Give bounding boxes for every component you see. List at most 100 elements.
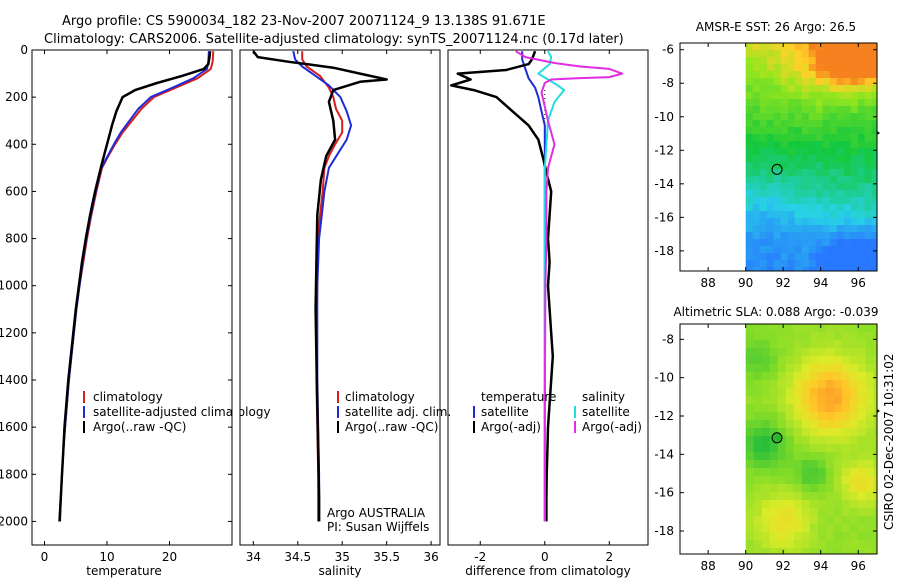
- map-cell: [753, 412, 763, 421]
- map-cell: [841, 444, 851, 453]
- map-cell: [801, 364, 811, 373]
- map-cell: [785, 460, 795, 469]
- map-cell: [817, 452, 827, 461]
- map-cell: [761, 452, 771, 461]
- map-cell: [752, 64, 761, 72]
- map-cell: [752, 85, 761, 93]
- map-cell: [843, 183, 852, 191]
- map-cell: [745, 155, 754, 163]
- map-cell: [773, 169, 782, 177]
- map-cell: [759, 141, 768, 149]
- map-cell: [745, 476, 755, 485]
- map-cell: [759, 78, 768, 86]
- map-cell: [817, 444, 827, 453]
- map-cell: [817, 508, 827, 517]
- map-cell: [801, 85, 810, 93]
- series-line-climatology: [59, 51, 215, 522]
- map-cell: [769, 324, 779, 333]
- map-cell: [825, 436, 835, 445]
- map-cell: [850, 211, 859, 219]
- map-cell: [794, 232, 803, 240]
- map-cell: [849, 484, 859, 493]
- map-cell: [752, 204, 761, 212]
- map-cell: [822, 134, 831, 142]
- map-cell: [766, 162, 775, 170]
- map-cell: [759, 127, 768, 135]
- map-cell: [759, 92, 768, 100]
- series-line-temperature-argo-adj-: [449, 50, 555, 522]
- map-cell: [829, 253, 838, 261]
- map-cell: [815, 162, 824, 170]
- map-cell: [801, 436, 811, 445]
- map-cell: [833, 444, 843, 453]
- map-cell: [871, 232, 878, 240]
- map-cell: [801, 232, 810, 240]
- map-cell: [817, 468, 827, 477]
- map-cell: [857, 404, 867, 413]
- map-cell: [745, 267, 754, 272]
- map-cell: [815, 99, 824, 107]
- map-cell: [773, 57, 782, 65]
- map-cell: [843, 162, 852, 170]
- map-cell: [745, 332, 755, 341]
- map-cell: [833, 356, 843, 365]
- difference-legend: temperature satellite Argo(-adj) salinit…: [473, 390, 642, 434]
- map-cell: [759, 197, 768, 205]
- map-cell: [761, 444, 771, 453]
- map-cell: [809, 524, 819, 533]
- map-cell: [793, 516, 803, 525]
- map-cell: [794, 253, 803, 261]
- map-cell: [850, 162, 859, 170]
- map-cell: [759, 134, 768, 142]
- map-cell: [773, 225, 782, 233]
- map-cell: [865, 388, 875, 397]
- map-cell: [808, 155, 817, 163]
- map-cell: [836, 106, 845, 114]
- map-cell: [822, 239, 831, 247]
- map-cell: [825, 396, 835, 405]
- map-cell: [787, 99, 796, 107]
- map-cell: [841, 516, 851, 525]
- map-cell: [822, 176, 831, 184]
- map-cell: [808, 127, 817, 135]
- map-cell: [857, 127, 866, 135]
- map-cell: [793, 380, 803, 389]
- map-cell: [817, 540, 827, 549]
- map-cell: [777, 396, 787, 405]
- map-cell: [753, 436, 763, 445]
- map-cell: [822, 106, 831, 114]
- map-cell: [857, 197, 866, 205]
- map-cell: [769, 404, 779, 413]
- map-cell: [752, 120, 761, 128]
- map-cell: [815, 218, 824, 226]
- map-cell: [766, 134, 775, 142]
- map-cell: [809, 532, 819, 541]
- map-cell: [780, 50, 789, 58]
- map-cell: [801, 444, 811, 453]
- map-cell: [780, 120, 789, 128]
- map-cell: [809, 452, 819, 461]
- map-cell: [745, 364, 755, 373]
- map-cell: [864, 218, 873, 226]
- map-cell: [849, 468, 859, 477]
- map-cell: [825, 476, 835, 485]
- map-cell: [773, 113, 782, 121]
- map-cell: [864, 155, 873, 163]
- map-cell: [865, 348, 875, 357]
- map-cell: [833, 548, 843, 555]
- map-cell: [809, 476, 819, 485]
- map-cell: [836, 85, 845, 93]
- map-cell: [833, 372, 843, 381]
- map-cell: [815, 190, 824, 198]
- map-cell: [864, 197, 873, 205]
- map-cell: [761, 492, 771, 501]
- temperature-axes-frame: [31, 49, 233, 546]
- map-cell: [801, 260, 810, 268]
- map-cell: [864, 85, 873, 93]
- map-cell: [759, 176, 768, 184]
- map-cell: [785, 428, 795, 437]
- salinity-panel: 34 34.5 35 35.5 36 salinity climatology sate…: [239, 49, 451, 578]
- map-cell: [761, 508, 771, 517]
- map-cell: [745, 162, 754, 170]
- map-cell: [780, 267, 789, 272]
